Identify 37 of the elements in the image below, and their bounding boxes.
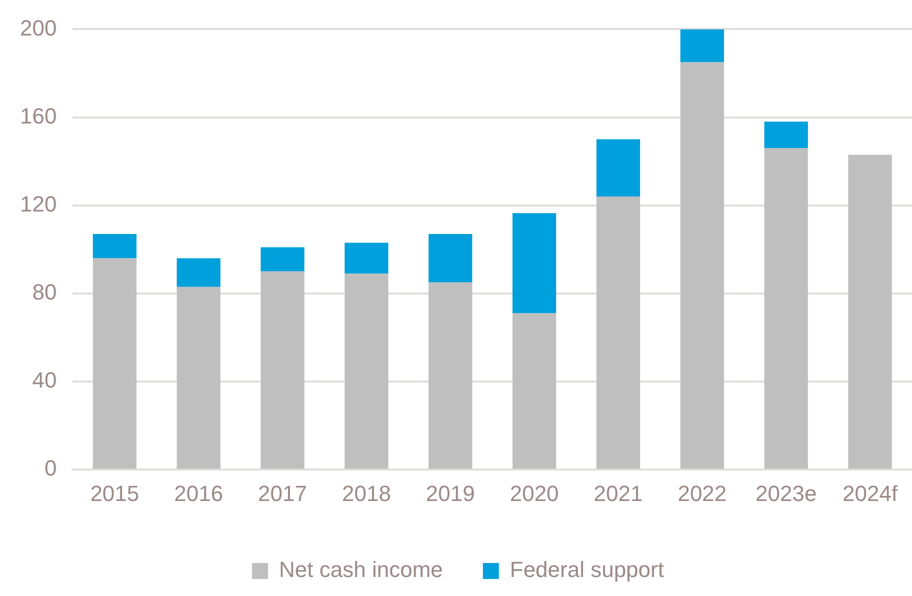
bar	[680, 29, 724, 62]
bar	[764, 122, 808, 148]
x-tick-label: 2016	[174, 480, 224, 506]
bar	[260, 271, 304, 469]
x-tick-label: 2017	[258, 480, 308, 506]
x-tick-label: 2019	[426, 480, 475, 506]
bar	[92, 258, 136, 469]
bar	[92, 234, 136, 258]
bar	[848, 154, 892, 469]
bar	[512, 213, 556, 314]
y-tick-label: 80	[32, 280, 57, 305]
y-tick-label: 40	[32, 368, 57, 393]
x-tick-label: 2024f	[842, 480, 898, 506]
bar	[428, 234, 472, 282]
y-tick-label: 0	[44, 456, 57, 481]
x-tick-label: 2022	[678, 480, 727, 506]
bar	[344, 242, 388, 274]
bar	[512, 313, 556, 469]
bar	[176, 286, 220, 469]
bar	[344, 274, 388, 469]
y-tick-label: 160	[20, 103, 57, 128]
x-tick-label: 2018	[342, 480, 391, 506]
bar	[596, 139, 640, 197]
bar	[260, 247, 304, 272]
bar	[764, 148, 808, 469]
x-tick-label: 2023e	[756, 480, 817, 506]
legend-label: Federal support	[510, 557, 664, 582]
legend-label: Net cash income	[279, 557, 443, 582]
bar	[596, 196, 640, 469]
x-tick-label: 2020	[510, 480, 559, 506]
x-tick-label: 2015	[90, 480, 140, 506]
bar	[428, 282, 472, 469]
bar	[176, 258, 220, 287]
bar	[680, 62, 724, 469]
y-tick-label: 120	[20, 191, 57, 216]
y-tick-label: 200	[20, 15, 57, 40]
x-tick-label: 2021	[594, 480, 643, 506]
